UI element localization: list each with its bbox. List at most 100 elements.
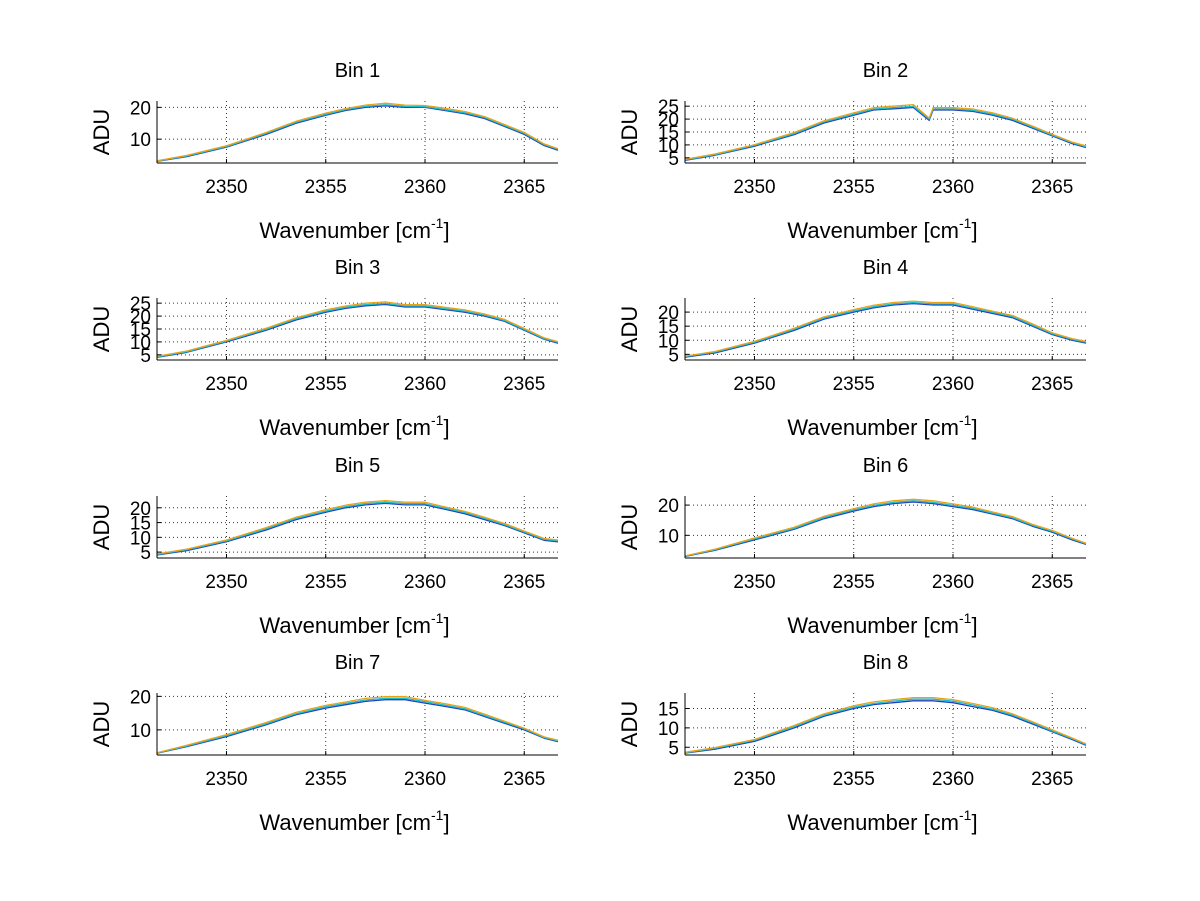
x-axis-label: Wavenumber [cm-1] — [787, 610, 977, 638]
x-tick-label: 2365 — [1031, 177, 1073, 198]
chart-title: Bin 3 — [335, 257, 381, 279]
x-tick-label: 2355 — [833, 769, 875, 790]
x-tick-label: 2365 — [503, 374, 545, 395]
y-tick-label: 20 — [130, 98, 151, 119]
y-tick-label: 10 — [130, 333, 151, 354]
y-tick-label: 10 — [658, 136, 679, 157]
series-line — [156, 303, 559, 359]
y-tick-label: 20 — [658, 110, 679, 131]
chart-title: Bin 5 — [335, 455, 381, 477]
y-tick-label: 20 — [130, 499, 151, 520]
chart-title: Bin 4 — [863, 257, 909, 279]
series-line — [156, 302, 559, 358]
chart-panel: 2350 2355 2360 2365 10 20 Bin 1 Wavenumber [cm-… — [89, 60, 559, 243]
series-line — [684, 103, 1087, 161]
y-tick-label: 5 — [140, 543, 151, 564]
x-tick-label: 2365 — [1031, 572, 1073, 593]
y-tick-label: 15 — [658, 700, 679, 721]
y-axis-label: ADU — [617, 306, 642, 352]
x-tick-label: 2350 — [205, 177, 247, 198]
x-tick-label: 2355 — [305, 769, 347, 790]
series-line — [156, 301, 559, 358]
x-axis-label: Wavenumber [cm-1] — [787, 807, 977, 835]
x-axis-label: Wavenumber [cm-1] — [787, 412, 977, 440]
x-tick-label: 2350 — [733, 572, 775, 593]
y-tick-label: 15 — [658, 317, 679, 338]
series-line — [684, 301, 1087, 358]
x-tick-label: 2360 — [404, 177, 446, 198]
plot-area — [685, 298, 1086, 360]
plot-area — [157, 101, 558, 163]
chart-title: Bin 7 — [335, 652, 381, 674]
y-tick-label: 20 — [658, 496, 679, 517]
y-tick-label: 15 — [130, 514, 151, 535]
chart-title: Bin 1 — [335, 60, 381, 82]
y-axis-label: ADU — [617, 504, 642, 550]
x-tick-label: 2365 — [503, 177, 545, 198]
x-axis-label: Wavenumber [cm-1] — [259, 215, 449, 243]
y-axis-label: ADU — [89, 701, 114, 747]
series-line — [684, 501, 1087, 558]
y-tick-label: 20 — [130, 687, 151, 708]
y-tick-label: 10 — [658, 719, 679, 740]
x-tick-label: 2360 — [932, 769, 974, 790]
x-tick-label: 2365 — [1031, 769, 1073, 790]
series-line — [156, 105, 559, 163]
y-tick-label: 10 — [130, 130, 151, 151]
x-axis-label: Wavenumber [cm-1] — [259, 412, 449, 440]
y-tick-label: 5 — [668, 149, 679, 170]
x-tick-label: 2350 — [733, 374, 775, 395]
y-tick-label: 20 — [658, 303, 679, 324]
series-line — [684, 498, 1087, 557]
x-tick-label: 2360 — [404, 374, 446, 395]
y-tick-label: 5 — [140, 346, 151, 367]
x-tick-label: 2355 — [305, 374, 347, 395]
series-line — [156, 697, 559, 754]
x-tick-label: 2360 — [932, 572, 974, 593]
plot-area — [685, 496, 1086, 558]
x-tick-label: 2355 — [305, 177, 347, 198]
series-line — [684, 500, 1087, 557]
y-tick-label: 15 — [130, 320, 151, 341]
series-line — [156, 501, 559, 556]
y-tick-label: 5 — [668, 738, 679, 759]
y-tick-label: 10 — [658, 331, 679, 352]
y-axis-label: ADU — [89, 504, 114, 550]
x-tick-label: 2365 — [503, 769, 545, 790]
y-tick-label: 25 — [130, 294, 151, 315]
chart-panel: 2350 2355 2360 2365 10 20 Bin 6 Wavenumber [cm-… — [617, 455, 1087, 638]
chart-panel: 2350 2355 2360 2365 10 20 Bin 7 Wavenumber [cm-… — [89, 652, 559, 835]
series-line — [156, 696, 559, 754]
y-axis-label: ADU — [89, 109, 114, 155]
x-tick-label: 2360 — [932, 374, 974, 395]
series-line — [156, 502, 559, 556]
x-tick-label: 2350 — [205, 769, 247, 790]
series-line — [684, 302, 1087, 358]
x-tick-label: 2355 — [305, 572, 347, 593]
y-axis-label: ADU — [617, 109, 642, 155]
series-line — [684, 700, 1087, 754]
y-tick-label: 15 — [658, 123, 679, 144]
series-line — [156, 699, 559, 754]
x-axis-label: Wavenumber [cm-1] — [259, 807, 449, 835]
series-line — [156, 500, 559, 555]
y-tick-label: 10 — [658, 526, 679, 547]
chart-title: Bin 6 — [863, 455, 909, 477]
x-tick-label: 2355 — [833, 177, 875, 198]
x-tick-label: 2350 — [205, 572, 247, 593]
x-tick-label: 2365 — [1031, 374, 1073, 395]
x-axis-label: Wavenumber [cm-1] — [259, 610, 449, 638]
chart-title: Bin 2 — [863, 60, 909, 82]
series-line — [684, 106, 1087, 162]
series-line — [156, 102, 559, 162]
x-axis-label: Wavenumber [cm-1] — [787, 215, 977, 243]
x-tick-label: 2350 — [733, 769, 775, 790]
x-tick-label: 2350 — [733, 177, 775, 198]
series-line — [684, 300, 1087, 357]
y-tick-label: 10 — [130, 528, 151, 549]
